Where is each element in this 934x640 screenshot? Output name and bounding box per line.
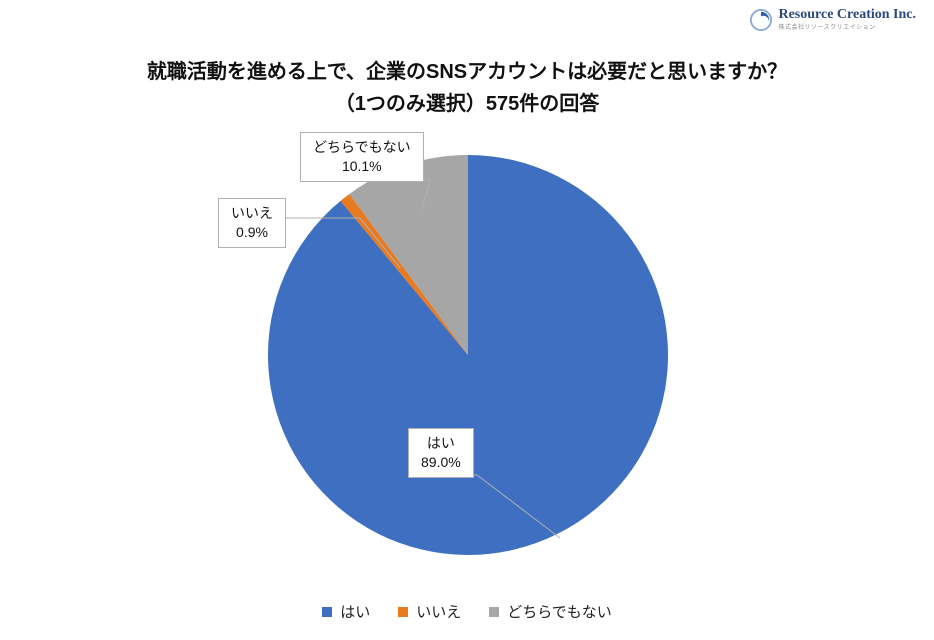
legend-item-either: どちらでもない <box>489 601 612 622</box>
callout-yes-label: はい <box>421 434 461 453</box>
legend-swatch-yes <box>322 607 332 617</box>
callout-either-pct: 10.1% <box>313 157 411 176</box>
legend-swatch-either <box>489 607 499 617</box>
pie-chart-area: どちらでもない 10.1% いいえ 0.9% はい 89.0% <box>0 130 934 600</box>
legend-item-no: いいえ <box>398 601 461 622</box>
callout-either: どちらでもない 10.1% <box>300 132 424 182</box>
callout-yes: はい 89.0% <box>408 428 474 478</box>
callout-no: いいえ 0.9% <box>218 198 286 248</box>
legend-label-either: どちらでもない <box>507 601 612 622</box>
callout-either-label: どちらでもない <box>313 138 411 157</box>
legend-item-yes: はい <box>322 601 370 622</box>
legend: はい いいえ どちらでもない <box>0 601 934 622</box>
legend-label-no: いいえ <box>416 601 461 622</box>
callout-no-label: いいえ <box>231 204 273 223</box>
callout-no-pct: 0.9% <box>231 223 273 242</box>
legend-label-yes: はい <box>340 601 370 622</box>
callout-yes-pct: 89.0% <box>421 453 461 472</box>
legend-swatch-no <box>398 607 408 617</box>
pie-chart-svg <box>0 0 934 640</box>
